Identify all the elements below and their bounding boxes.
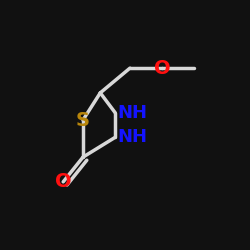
Text: S: S xyxy=(76,110,90,130)
Text: O: O xyxy=(55,172,72,191)
Text: O: O xyxy=(154,59,170,78)
Text: NH: NH xyxy=(118,128,148,146)
Text: NH: NH xyxy=(118,104,148,122)
